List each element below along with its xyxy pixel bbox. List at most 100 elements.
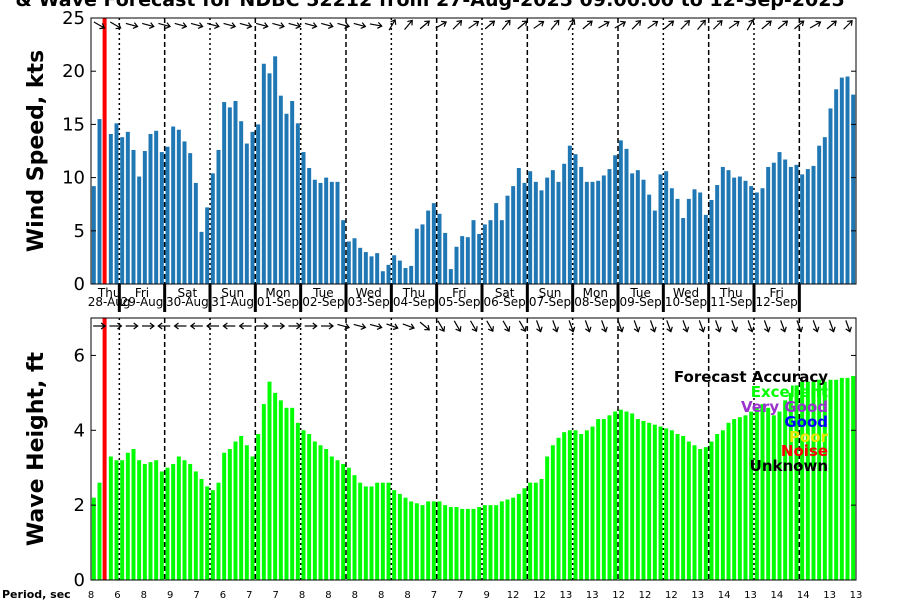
wave-arrow-icon <box>125 322 139 330</box>
wind-bar <box>392 255 397 284</box>
wind-bar <box>516 168 521 284</box>
wind-arrow-icon <box>190 22 204 29</box>
period-tick-label: 14 <box>797 590 810 600</box>
wind-arrow-icon <box>550 19 560 30</box>
wind-bar <box>346 241 351 284</box>
wave-arrow-icon <box>666 320 673 333</box>
wave-arrow-icon <box>486 320 494 333</box>
wave-bar <box>562 432 567 580</box>
wave-bar <box>108 456 113 580</box>
wind-bar <box>698 192 703 284</box>
day-name-label: Fri <box>770 286 784 300</box>
wave-bar <box>312 441 317 580</box>
wave-arrow-icon <box>304 322 318 330</box>
legend: Forecast Accuracy Excellent Very Good Go… <box>674 368 829 475</box>
period-tick-label: 13 <box>586 590 599 600</box>
wave-bar <box>199 478 204 580</box>
wave-arrow-icon <box>502 320 511 333</box>
day-date-label: 11-Sep <box>710 295 752 309</box>
wave-arrow-icon <box>715 320 722 333</box>
wind-bar <box>771 162 776 284</box>
wind-arrow-icon <box>207 22 220 29</box>
wind-arrow-icon <box>142 22 155 29</box>
period-tick-label: 13 <box>850 590 863 600</box>
day-name-label: Sat <box>177 286 197 300</box>
wave-arrow-icon <box>682 320 690 333</box>
day-name-label: Sun <box>539 286 562 300</box>
wind-arrow-icon <box>728 20 740 29</box>
wind-bar <box>454 246 459 284</box>
wave-arrow-icon <box>337 323 351 330</box>
period-tick-label: 13 <box>559 590 572 600</box>
wave-bar <box>375 482 380 580</box>
wind-bar <box>709 199 714 284</box>
wave-bar <box>114 460 119 580</box>
period-tick-label: 6 <box>114 590 120 600</box>
wave-panel: 0 2 4 6 Wave Height, ft Period, sec 8 6 8 9 7 6 7… <box>2 317 863 600</box>
wave-bar <box>341 463 346 580</box>
period-tick-label: 12 <box>639 590 652 600</box>
wave-bar <box>771 415 776 580</box>
wave-bar <box>805 381 810 580</box>
wind-bar <box>805 169 810 284</box>
wind-bar <box>142 151 147 284</box>
wind-arrow-icon <box>533 20 545 29</box>
wave-arrow-icon <box>552 320 559 333</box>
wind-y-ticks: 0 5 10 15 20 25 <box>62 8 856 295</box>
wave-bar <box>630 413 635 580</box>
day-date-label: 02-Sep <box>302 295 344 309</box>
wave-bar <box>131 449 136 580</box>
wave-arrow-icon <box>157 322 171 330</box>
wave-bar <box>607 415 612 580</box>
wave-bar <box>477 507 482 580</box>
wind-y-axis-label: Wind Speed, kts <box>24 50 49 252</box>
wind-arrow-icon <box>761 20 772 30</box>
wave-bar <box>250 456 255 580</box>
wave-bar <box>267 381 272 580</box>
wave-arrow-icon <box>255 322 269 330</box>
wind-bar <box>443 232 448 284</box>
wave-arrow-icon <box>419 321 431 331</box>
wave-bar <box>386 482 391 580</box>
wave-y-tick-label: 2 <box>74 495 85 516</box>
wave-bar <box>788 392 793 580</box>
wave-arrow-icon <box>453 320 462 333</box>
period-tick-label: 12 <box>612 590 625 600</box>
wave-bar <box>681 435 686 580</box>
wave-bar <box>244 445 249 580</box>
wind-bar <box>669 188 674 284</box>
wind-bar <box>205 207 210 284</box>
wave-arrow-icon <box>141 322 155 330</box>
wave-bar <box>148 462 153 580</box>
wind-bar <box>743 180 748 284</box>
wave-bar <box>686 441 691 580</box>
wind-bar <box>828 108 833 284</box>
wind-bar <box>193 182 198 284</box>
wind-arrow-icon <box>125 22 139 29</box>
wind-bar <box>278 95 283 284</box>
wave-bar <box>358 482 363 580</box>
wave-bar <box>222 452 227 580</box>
wind-bar <box>533 181 538 284</box>
wave-bar <box>522 488 527 580</box>
wind-bar <box>788 166 793 284</box>
wave-bar <box>601 419 606 580</box>
period-tick-label: 12 <box>507 590 520 600</box>
wave-arrow-icon <box>189 322 203 330</box>
period-tick-label: 7 <box>193 590 199 600</box>
period-tick-label: 8 <box>141 590 147 600</box>
wave-arrow-icon <box>649 320 657 333</box>
wave-bar <box>800 381 805 580</box>
wind-bar <box>732 177 737 284</box>
day-name-label: Tue <box>312 286 334 300</box>
wind-arrow-icon <box>598 20 610 29</box>
wind-bar <box>182 141 187 284</box>
wind-bar <box>692 189 697 284</box>
wind-bar <box>97 119 102 284</box>
wind-bar <box>233 100 238 284</box>
wave-bar <box>528 482 533 580</box>
wave-bar <box>426 501 431 580</box>
wind-bar <box>528 171 533 284</box>
wind-bar <box>800 174 805 284</box>
